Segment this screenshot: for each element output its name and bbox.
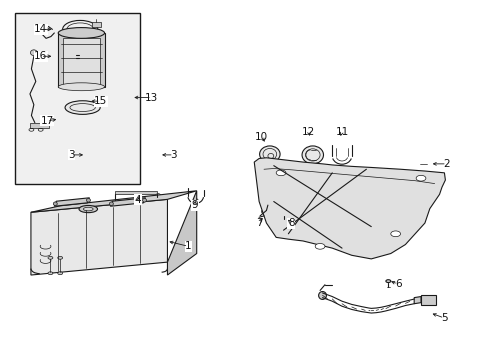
Text: 16: 16 bbox=[34, 51, 47, 61]
Polygon shape bbox=[92, 22, 101, 27]
Ellipse shape bbox=[259, 146, 280, 162]
Ellipse shape bbox=[261, 209, 268, 215]
Polygon shape bbox=[254, 158, 445, 259]
Text: 9: 9 bbox=[191, 200, 198, 210]
Ellipse shape bbox=[390, 231, 400, 237]
Polygon shape bbox=[30, 123, 49, 128]
Ellipse shape bbox=[65, 101, 100, 114]
Ellipse shape bbox=[315, 243, 325, 249]
Ellipse shape bbox=[415, 175, 425, 181]
Text: 17: 17 bbox=[41, 116, 54, 126]
Ellipse shape bbox=[302, 146, 323, 164]
Bar bbox=[15, 13, 140, 184]
Ellipse shape bbox=[30, 50, 37, 55]
Text: 15: 15 bbox=[94, 96, 107, 106]
Polygon shape bbox=[413, 297, 420, 304]
Ellipse shape bbox=[193, 199, 198, 202]
Text: 8: 8 bbox=[287, 218, 294, 228]
Ellipse shape bbox=[58, 256, 62, 259]
Polygon shape bbox=[115, 191, 157, 194]
Text: 1: 1 bbox=[185, 241, 191, 251]
Ellipse shape bbox=[48, 272, 53, 275]
Text: 6: 6 bbox=[394, 279, 401, 289]
Polygon shape bbox=[110, 198, 145, 206]
Ellipse shape bbox=[318, 292, 326, 300]
Polygon shape bbox=[31, 199, 167, 275]
Ellipse shape bbox=[279, 210, 289, 216]
Text: 7: 7 bbox=[255, 218, 262, 228]
Ellipse shape bbox=[86, 198, 90, 202]
Polygon shape bbox=[31, 191, 196, 212]
Text: 11: 11 bbox=[335, 127, 348, 136]
Polygon shape bbox=[167, 191, 196, 275]
Ellipse shape bbox=[83, 207, 93, 211]
Text: 5: 5 bbox=[440, 313, 447, 323]
Bar bbox=[420, 295, 435, 305]
Polygon shape bbox=[63, 39, 100, 85]
Polygon shape bbox=[54, 198, 89, 206]
Ellipse shape bbox=[53, 202, 57, 206]
Polygon shape bbox=[58, 33, 104, 87]
Ellipse shape bbox=[79, 206, 97, 213]
Text: 14: 14 bbox=[34, 24, 47, 35]
Text: 12: 12 bbox=[302, 127, 315, 136]
Ellipse shape bbox=[48, 256, 53, 259]
Ellipse shape bbox=[58, 83, 104, 91]
Ellipse shape bbox=[277, 207, 284, 212]
Ellipse shape bbox=[142, 198, 146, 202]
Ellipse shape bbox=[385, 280, 390, 283]
Text: 3: 3 bbox=[170, 150, 177, 160]
Text: 10: 10 bbox=[254, 132, 267, 142]
Ellipse shape bbox=[156, 194, 160, 197]
Ellipse shape bbox=[265, 204, 270, 208]
Ellipse shape bbox=[58, 272, 62, 275]
Text: 13: 13 bbox=[145, 93, 158, 103]
Ellipse shape bbox=[58, 28, 104, 39]
Ellipse shape bbox=[109, 202, 113, 206]
Text: 3: 3 bbox=[68, 150, 75, 160]
Text: 2: 2 bbox=[443, 159, 449, 169]
Ellipse shape bbox=[276, 170, 285, 176]
Text: 4: 4 bbox=[135, 195, 141, 205]
